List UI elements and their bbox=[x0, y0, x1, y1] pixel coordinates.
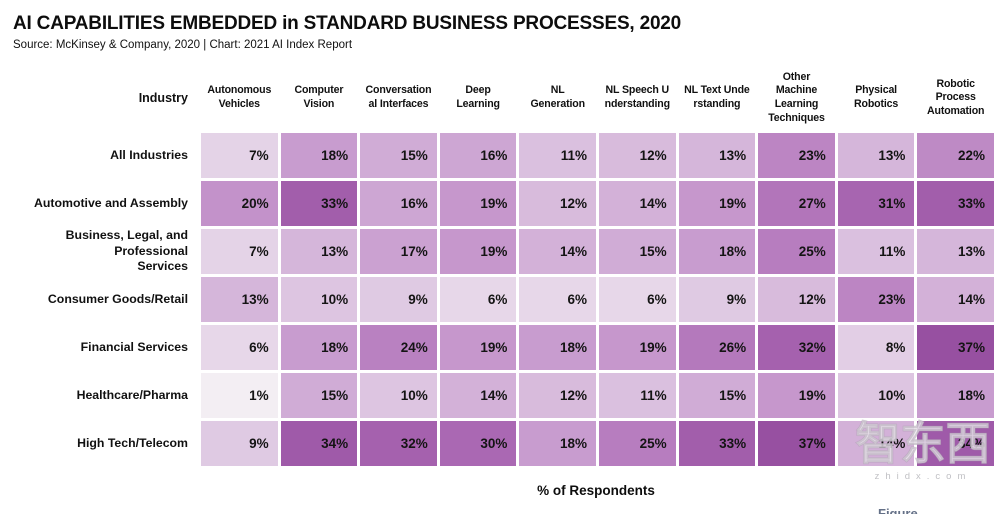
column-header: Autonomous Vehicles bbox=[207, 84, 272, 110]
heatmap-cell: 19% bbox=[439, 325, 517, 370]
heatmap-cell: 23% bbox=[758, 133, 835, 178]
heatmap-cell: 14% bbox=[917, 277, 994, 322]
heatmap-cell: 33% bbox=[678, 421, 756, 466]
heatmap-cell: 8% bbox=[837, 325, 915, 370]
heatmap-cell: 9% bbox=[678, 277, 756, 322]
heatmap-cell: 20% bbox=[201, 181, 278, 226]
heatmap-cell: 15% bbox=[280, 373, 358, 418]
row-header-label: Industry bbox=[138, 91, 188, 105]
heatmap-cell: 12% bbox=[758, 277, 835, 322]
heatmap-table: Industry Autonomous Vehicles Computer Vis… bbox=[0, 66, 994, 466]
heatmap-cell: 23% bbox=[837, 277, 915, 322]
figure-caption-partial: Figure bbox=[878, 506, 918, 514]
heatmap-cell: 6% bbox=[201, 325, 278, 370]
chart-title: AI CAPABILITIES EMBEDDED in STANDARD BUS… bbox=[13, 13, 682, 34]
heatmap-cell: 18% bbox=[917, 373, 994, 418]
row-label: High Tech/Telecom bbox=[77, 435, 188, 450]
column-header: NL Text Unde rstanding bbox=[684, 84, 750, 110]
heatmap-cell: 13% bbox=[201, 277, 278, 322]
row-label: Consumer Goods/Retail bbox=[47, 291, 188, 306]
heatmap-cell: 11% bbox=[519, 133, 596, 178]
heatmap-cell: 25% bbox=[598, 421, 676, 466]
heatmap-cell: 1% bbox=[201, 373, 278, 418]
heatmap-cell: 14% bbox=[598, 181, 676, 226]
heatmap-cell: 18% bbox=[678, 229, 756, 274]
heatmap-cell: 7% bbox=[201, 229, 278, 274]
heatmap-cell: 24% bbox=[360, 325, 437, 370]
heatmap-cell: 14% bbox=[439, 373, 517, 418]
heatmap-cell: 10% bbox=[837, 373, 915, 418]
heatmap-cell: 10% bbox=[360, 373, 437, 418]
row-label: Healthcare/Pharma bbox=[76, 387, 188, 402]
heatmap-cell: 14% bbox=[519, 229, 596, 274]
heatmap-cell: 13% bbox=[280, 229, 358, 274]
heatmap-cell: 27% bbox=[758, 181, 835, 226]
heatmap-cell: 25% bbox=[758, 229, 835, 274]
heatmap-cell: 32% bbox=[360, 421, 437, 466]
column-header: NL Generation bbox=[530, 84, 585, 110]
heatmap-cell: 9% bbox=[360, 277, 437, 322]
heatmap-cell: 15% bbox=[678, 373, 756, 418]
heatmap-cell: 12% bbox=[519, 373, 596, 418]
column-header: Conversation al Interfaces bbox=[365, 84, 432, 110]
row-label: All Industries bbox=[110, 147, 188, 162]
x-axis-label: % of Respondents bbox=[537, 483, 655, 498]
heatmap-cell: 26% bbox=[678, 325, 756, 370]
row-label: Automotive and Assembly bbox=[34, 195, 188, 210]
heatmap-cell: 19% bbox=[758, 373, 835, 418]
heatmap-cell: 33% bbox=[917, 181, 994, 226]
column-header: NL Speech U nderstanding bbox=[604, 84, 670, 110]
heatmap-cell: 19% bbox=[439, 181, 517, 226]
column-header: Other Machine Learning Techniques bbox=[768, 70, 825, 124]
heatmap-cell: 16% bbox=[360, 181, 437, 226]
heatmap-cell: 14% bbox=[837, 421, 915, 466]
heatmap-cell: 32% bbox=[758, 325, 835, 370]
heatmap-cell: 18% bbox=[519, 325, 596, 370]
heatmap-cell: 10% bbox=[280, 277, 358, 322]
heatmap-cell: 13% bbox=[837, 133, 915, 178]
heatmap-cell: 13% bbox=[678, 133, 756, 178]
column-header: Physical Robotics bbox=[854, 84, 899, 110]
heatmap-cell: 19% bbox=[439, 229, 517, 274]
heatmap-cell: 12% bbox=[519, 181, 596, 226]
heatmap-cell: 15% bbox=[598, 229, 676, 274]
heatmap-cell: 33% bbox=[280, 181, 358, 226]
watermark-en-text: zhidx.com bbox=[874, 470, 972, 482]
heatmap-cell: 16% bbox=[439, 133, 517, 178]
heatmap-cell: 11% bbox=[837, 229, 915, 274]
column-header: Robotic Process Automation bbox=[927, 77, 985, 117]
heatmap-cell: 9% bbox=[201, 421, 278, 466]
row-label: Financial Services bbox=[80, 339, 188, 354]
heatmap-cell: 15% bbox=[360, 133, 437, 178]
heatmap-cell: 12% bbox=[598, 133, 676, 178]
heatmap-cell: 13% bbox=[917, 229, 994, 274]
heatmap-cell: 7% bbox=[201, 133, 278, 178]
column-header: Deep Learning bbox=[456, 84, 500, 110]
heatmap-cell: 19% bbox=[678, 181, 756, 226]
heatmap-cell: 18% bbox=[280, 133, 358, 178]
heatmap-cell: 37% bbox=[758, 421, 835, 466]
heatmap-cell: 37% bbox=[917, 325, 994, 370]
heatmap-cell: 6% bbox=[439, 277, 517, 322]
heatmap-cell: 34% bbox=[280, 421, 358, 466]
heatmap-cell: 6% bbox=[598, 277, 676, 322]
heatmap-cell: 19% bbox=[598, 325, 676, 370]
row-label: Business, Legal, and Professional Servic… bbox=[65, 228, 188, 274]
heatmap-cell: 30% bbox=[439, 421, 517, 466]
column-header: Computer Vision bbox=[294, 84, 344, 110]
heatmap-cell: 11% bbox=[598, 373, 676, 418]
heatmap-cell: 18% bbox=[519, 421, 596, 466]
source-caption: Source: McKinsey & Company, 2020 | Chart… bbox=[13, 39, 353, 51]
heatmap-cell: 22% bbox=[917, 133, 994, 178]
heatmap-cell: 18% bbox=[280, 325, 358, 370]
heatmap-cell: 31% bbox=[837, 181, 915, 226]
heatmap-cell: 34% bbox=[917, 421, 994, 466]
heatmap-cell: 17% bbox=[360, 229, 437, 274]
heatmap-cell: 6% bbox=[519, 277, 596, 322]
